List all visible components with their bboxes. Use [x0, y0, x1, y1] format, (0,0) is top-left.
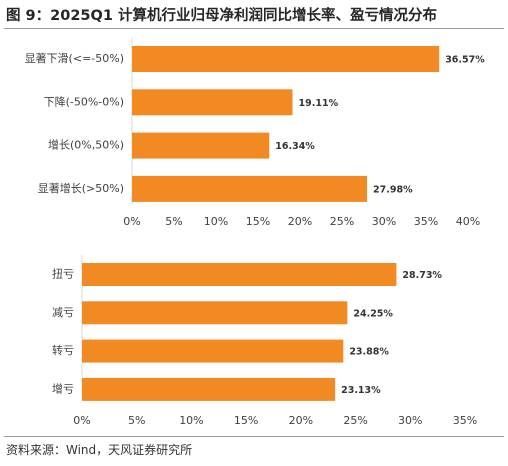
data-label: 16.34% [275, 141, 315, 152]
title-divider [4, 28, 504, 29]
category-label: 显著增长(>50%) [38, 181, 124, 195]
data-label: 23.13% [341, 385, 381, 396]
bar [82, 301, 348, 325]
x-tick-label: 30% [398, 414, 422, 427]
figure-title: 图 9：2025Q1 计算机行业归母净利润同比增长率、盈亏情况分布 [6, 8, 437, 24]
x-tick-label: 0% [73, 414, 90, 427]
x-tick-label: 10% [204, 215, 228, 228]
bar [132, 89, 293, 116]
x-tick-label: 40% [456, 215, 480, 228]
x-tick-label: 20% [289, 414, 313, 427]
category-label: 扭亏 [52, 267, 74, 281]
data-label: 19.11% [299, 98, 339, 109]
x-tick-label: 10% [179, 414, 203, 427]
category-label: 转亏 [52, 343, 74, 357]
category-label: 显著下滑(<=-50%) [25, 51, 124, 65]
bar [132, 132, 270, 159]
category-label: 减亏 [52, 306, 74, 319]
x-tick-label: 25% [330, 215, 354, 228]
data-label: 24.25% [353, 308, 393, 319]
growth-rate-bar-chart: 显著下滑(<=-50%) 36.57% 下降(-50%-0%) 19.11% 增长(0%… [25, 38, 485, 228]
x-tick-label: 5% [165, 215, 182, 228]
x-tick-label: 0% [123, 215, 140, 228]
bar [132, 175, 368, 202]
x-tick-label: 15% [246, 215, 270, 228]
data-label: 23.88% [349, 347, 389, 358]
category-label: 增长(0%,50%) [48, 138, 124, 152]
x-tick-label: 30% [372, 215, 396, 228]
profit-loss-bar-chart: 扭亏 28.73% 减亏 24.25% 转亏 23.88% 增亏 23.13% 0% 5% 10% 1… [52, 255, 477, 427]
source-divider [4, 436, 504, 437]
x-tick-label: 20% [288, 215, 312, 228]
bar [82, 339, 344, 363]
category-label: 下降(-50%-0%) [44, 94, 124, 108]
data-label: 36.57% [445, 55, 485, 66]
x-tick-label: 5% [128, 414, 145, 427]
data-label: 28.73% [402, 270, 442, 281]
bar [132, 46, 440, 72]
x-tick-label: 35% [414, 215, 438, 228]
category-label: 增亏 [52, 381, 74, 395]
bar [82, 263, 397, 286]
x-tick-label: 35% [453, 414, 477, 427]
x-tick-label: 15% [234, 414, 258, 427]
x-tick-label: 25% [343, 414, 367, 427]
bar [82, 377, 336, 401]
source-note: 资料来源：Wind，天风证券研究所 [6, 443, 193, 457]
data-label: 27.98% [373, 184, 413, 195]
